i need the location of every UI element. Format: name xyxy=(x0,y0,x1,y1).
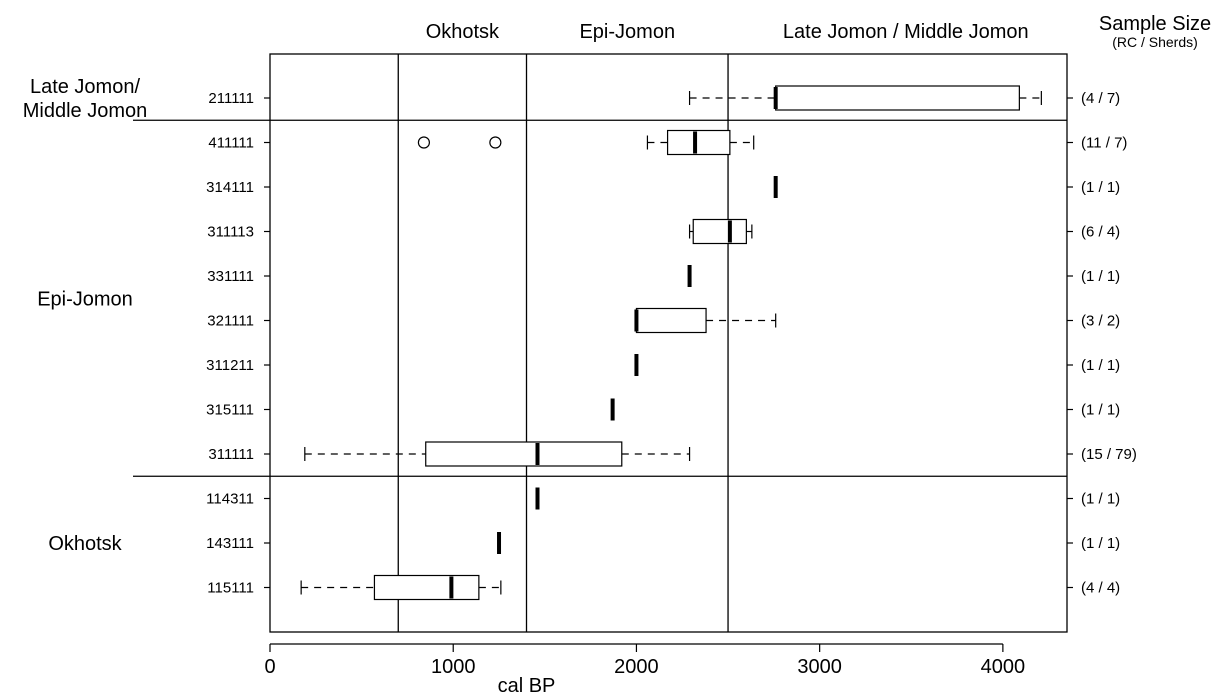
category-label: 411111 xyxy=(208,135,254,152)
sample-size-label: (6 / 4) xyxy=(1081,224,1120,241)
box-iqr xyxy=(666,129,731,156)
box-series xyxy=(300,85,1042,601)
sample-size-label: (4 / 7) xyxy=(1081,90,1120,107)
row-labels: Late Jomon/Middle Jomon Epi-Jomon Okhotsk 2… xyxy=(23,76,1137,597)
sample-size-label: (15 / 79) xyxy=(1081,446,1137,463)
group-label: Okhotsk xyxy=(48,533,122,555)
sample-size-label: (1 / 1) xyxy=(1081,357,1120,374)
x-tick-label: 3000 xyxy=(797,656,842,678)
x-tick-label: 2000 xyxy=(614,656,659,678)
category-label: 321111 xyxy=(207,313,254,330)
x-tick-label: 4000 xyxy=(981,656,1026,678)
x-axis: 0 1000 2000 3000 4000 xyxy=(264,97,1073,678)
period-label: Epi-Jomon xyxy=(579,21,675,43)
period-label: Late Jomon / Middle Jomon xyxy=(783,21,1029,43)
sample-size-label: (1 / 1) xyxy=(1081,535,1120,552)
x-tick-label: 1000 xyxy=(431,656,476,678)
plot-frame xyxy=(269,53,1068,633)
category-label: 314111 xyxy=(206,179,254,196)
box-iqr xyxy=(425,441,623,467)
box-iqr xyxy=(775,85,1020,111)
category-label: 311211 xyxy=(206,357,254,374)
box-iqr xyxy=(373,574,480,601)
box-iqr xyxy=(635,307,707,334)
outlier-point xyxy=(489,136,502,149)
sample-size-title: Sample Size xyxy=(1099,13,1211,35)
sample-size-label: (1 / 1) xyxy=(1081,179,1120,196)
sample-size-label: (11 / 7) xyxy=(1081,135,1127,152)
x-axis-title: cal BP xyxy=(498,675,556,697)
group-label: Late Jomon/ xyxy=(30,76,141,98)
group-separators xyxy=(133,119,1067,477)
category-label: 311111 xyxy=(208,446,254,463)
sample-size-subtitle: (RC / Sherds) xyxy=(1112,34,1198,50)
sample-size-label: (1 / 1) xyxy=(1081,491,1120,508)
group-label: Epi-Jomon xyxy=(37,288,133,310)
category-label: 315111 xyxy=(206,402,254,419)
sample-size-label: (1 / 1) xyxy=(1081,402,1120,419)
category-label: 331111 xyxy=(207,268,254,285)
sample-size-label: (4 / 4) xyxy=(1081,580,1120,597)
category-label: 115111 xyxy=(207,580,254,597)
group-label: Middle Jomon xyxy=(23,100,148,122)
period-label: Okhotsk xyxy=(426,21,500,43)
category-label: 311113 xyxy=(207,224,254,241)
outlier-point xyxy=(417,136,431,149)
x-tick-label: 0 xyxy=(264,656,275,678)
category-label: 211111 xyxy=(208,90,254,107)
category-label: 114311 xyxy=(206,491,254,508)
sample-size-label: (1 / 1) xyxy=(1081,268,1120,285)
box-iqr xyxy=(692,218,747,245)
category-label: 143111 xyxy=(206,535,254,552)
sample-size-label: (3 / 2) xyxy=(1081,313,1120,330)
